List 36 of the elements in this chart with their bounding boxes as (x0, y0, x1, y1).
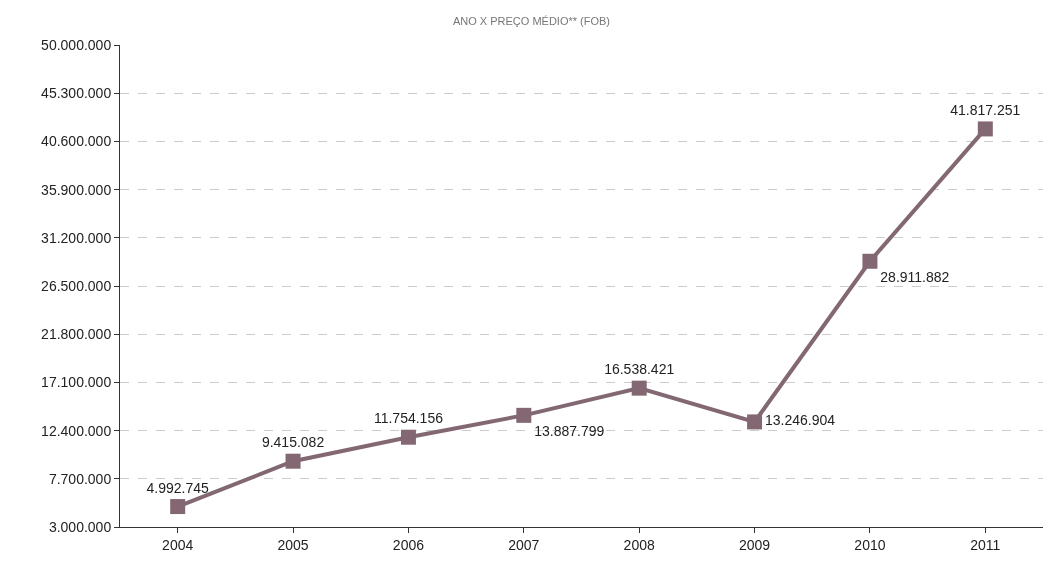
point (516, 407, 532, 423)
point (977, 121, 993, 137)
y-tick-label: 3.000.000 (48, 518, 112, 535)
point (400, 429, 416, 445)
x-tick-label: 2011 (970, 536, 1001, 553)
point (862, 253, 878, 269)
y-tick-label: 31.200.000 (41, 229, 112, 246)
y-tick-label: 17.100.000 (41, 374, 112, 391)
data-label: 41.817.251 (950, 102, 1021, 119)
x-tick-label: 2008 (623, 536, 655, 553)
y-tick-label: 7.700.000 (48, 470, 112, 487)
x-tick-label: 2009 (738, 536, 771, 553)
data-label: 16.538.421 (604, 361, 675, 378)
x-tick-label: 2006 (392, 536, 425, 553)
y-tick-label: 35.900.000 (41, 181, 112, 198)
y-tick-label: 45.300.000 (41, 85, 112, 102)
point (170, 499, 186, 515)
x-tick-label: 2010 (854, 536, 886, 553)
x-tick-label: 2004 (162, 536, 194, 553)
data-label: 13.887.799 (534, 423, 605, 440)
y-tick-label: 21.800.000 (41, 326, 112, 343)
data-label: 9.415.082 (261, 434, 325, 451)
x-tick-label: 2005 (277, 536, 309, 553)
point (631, 380, 647, 396)
data-label: 11.754.156 (373, 410, 444, 427)
data-label: 28.911.882 (880, 269, 950, 286)
y-tick-label: 40.600.000 (41, 133, 112, 150)
y-tick-label: 12.400.000 (41, 422, 112, 439)
chart-title: ANO X PREÇO MÉDIO** (FOB) (452, 14, 611, 27)
data-label: 4.992.745 (146, 479, 210, 496)
point (747, 414, 763, 430)
point (285, 453, 301, 469)
y-tick-label: 50.000.000 (41, 36, 112, 53)
data-label: 13.246.904 (764, 412, 836, 429)
y-tick-label: 26.500.000 (41, 277, 112, 294)
x-tick-label: 2007 (508, 536, 540, 553)
